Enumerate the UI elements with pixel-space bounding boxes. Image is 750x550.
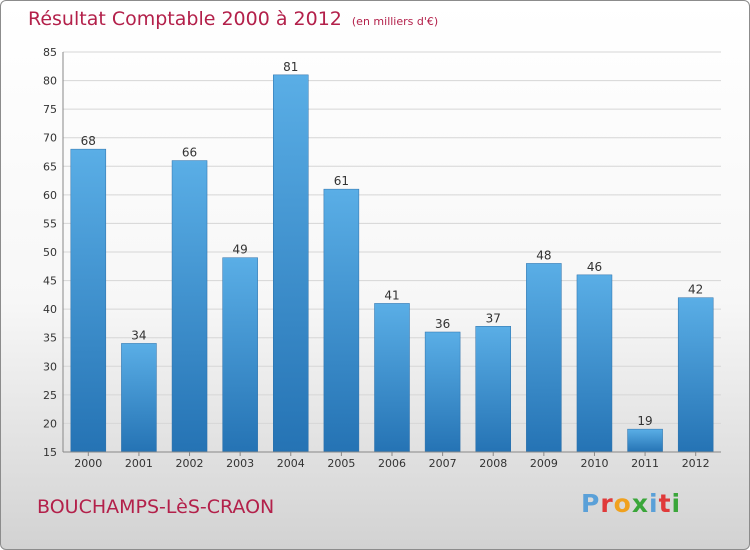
logo-letter: o [613, 489, 632, 518]
bars: 68 34 66 49 81 61 41 36 37 48 46 19 42 [70, 60, 714, 453]
data-label-2011: 19 [637, 414, 652, 428]
bar-2000[interactable] [70, 148, 107, 453]
bar-2008[interactable] [475, 326, 511, 453]
data-label-2010: 46 [587, 260, 602, 274]
bar-2001[interactable] [121, 343, 157, 453]
chart-subtitle: (en milliers d'€) [351, 15, 439, 28]
axes: 15 20 25 30 35 40 45 50 55 60 65 70 75 80 85 2000 2001 20… [43, 46, 721, 470]
y-tick-label: 50 [43, 246, 57, 259]
y-tick-label: 60 [43, 189, 57, 202]
y-tick-label: 15 [43, 446, 57, 459]
x-tick-label-2001: 2001 [125, 457, 153, 470]
x-tick-label-2010: 2010 [580, 457, 608, 470]
data-label-2002: 66 [182, 146, 197, 160]
logo-letter: i [649, 489, 659, 518]
bar-2005[interactable] [323, 188, 360, 453]
data-label-2012: 42 [688, 283, 703, 297]
data-label-2007: 36 [435, 317, 450, 331]
data-label-2009: 48 [536, 248, 551, 262]
y-tick-label: 55 [43, 217, 57, 230]
bar-2002[interactable] [171, 160, 208, 453]
y-tick-label: 65 [43, 160, 57, 173]
x-tick-label-2000: 2000 [74, 457, 102, 470]
bar-2009[interactable] [526, 263, 562, 453]
x-tick-label-2009: 2009 [530, 457, 558, 470]
chart-title-text: Résultat Comptable 2000 à 2012 [28, 8, 342, 30]
x-tick-label-2005: 2005 [327, 457, 355, 470]
bar-2006[interactable] [374, 303, 410, 453]
y-tick-label: 45 [43, 275, 57, 288]
y-tick-label: 35 [43, 332, 57, 345]
x-tick-label-2012: 2012 [682, 457, 710, 470]
y-tick-label: 80 [43, 75, 57, 88]
logo-letter: i [671, 489, 682, 518]
x-tick-label-2006: 2006 [378, 457, 406, 470]
data-label-2005: 61 [334, 174, 349, 188]
bar-2003[interactable] [222, 257, 258, 453]
x-tick-label-2004: 2004 [277, 457, 305, 470]
bar-2007[interactable] [424, 331, 461, 453]
x-tick-label-2003: 2003 [226, 457, 254, 470]
bar-2012[interactable] [677, 297, 714, 453]
commune-name: BOUCHAMPS-LèS-CRAON [37, 496, 275, 518]
y-tick-label: 40 [43, 303, 57, 316]
logo-letter: r [600, 489, 614, 518]
data-label-2006: 41 [384, 288, 399, 302]
logo-letter: x [631, 489, 649, 518]
proxiti-logo[interactable]: Proxiti [581, 489, 681, 518]
chart-title: Résultat Comptable 2000 à 2012 (en millie… [28, 8, 438, 30]
x-tick-label-2011: 2011 [631, 457, 659, 470]
data-label-2000: 68 [81, 134, 96, 148]
bar-2004[interactable] [273, 74, 309, 453]
x-tick-label-2007: 2007 [429, 457, 457, 470]
data-label-2003: 49 [233, 243, 248, 257]
y-tick-label: 70 [43, 132, 57, 145]
data-label-2004: 81 [283, 60, 298, 74]
x-tick-label-2008: 2008 [479, 457, 507, 470]
bar-chart: 68 34 66 49 81 61 41 36 37 48 46 19 42 15 20 25 30 35 40 4… [43, 46, 721, 470]
y-tick-label: 25 [43, 389, 57, 402]
y-tick-label: 20 [43, 417, 57, 430]
logo-letter: t [658, 489, 672, 518]
data-label-2008: 37 [486, 311, 501, 325]
logo-letter: P [581, 489, 601, 518]
data-label-2001: 34 [131, 328, 146, 342]
bar-2010[interactable] [576, 274, 613, 453]
y-tick-label: 75 [43, 103, 57, 116]
bar-2011[interactable] [627, 428, 663, 453]
y-tick-label: 85 [43, 46, 57, 59]
x-tick-label-2002: 2002 [176, 457, 204, 470]
y-tick-label: 30 [43, 360, 57, 373]
